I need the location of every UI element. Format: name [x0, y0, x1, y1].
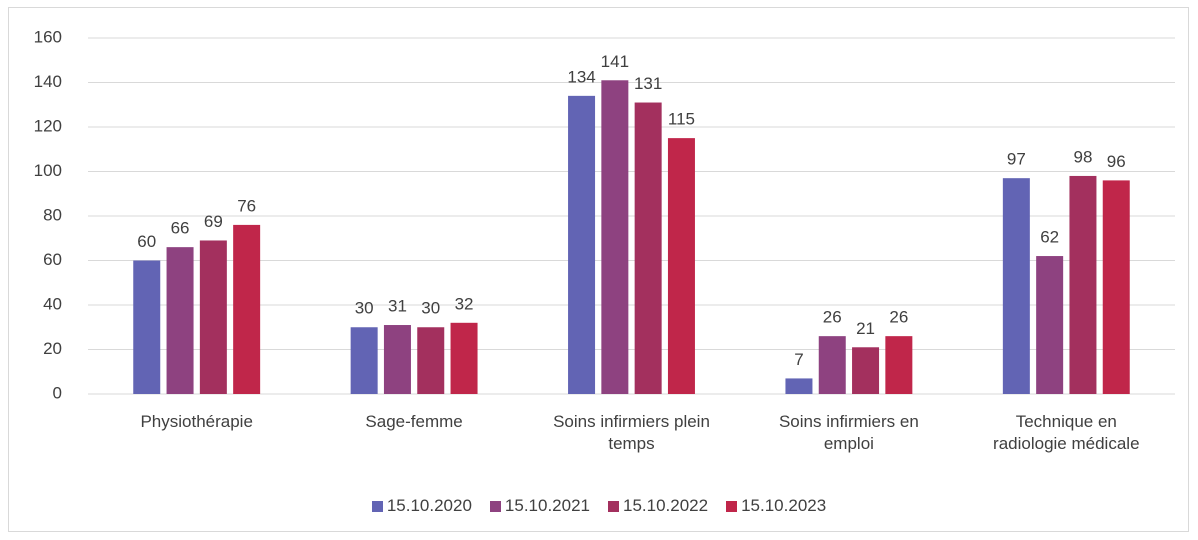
value-label: 98: [1073, 147, 1092, 166]
value-label: 66: [171, 219, 190, 238]
y-tick-label: 120: [34, 116, 62, 135]
legend-label: 15.10.2022: [623, 496, 709, 515]
value-label: 26: [823, 308, 842, 327]
bar: [1069, 175, 1097, 394]
value-label: 131: [634, 74, 662, 93]
value-label: 21: [856, 319, 875, 338]
legend-label: 15.10.2020: [386, 496, 472, 515]
bar: [1036, 256, 1064, 394]
legend-label: 15.10.2023: [741, 496, 827, 515]
bar: [383, 325, 411, 394]
value-label: 76: [237, 196, 256, 215]
value-label: 115: [668, 110, 695, 129]
y-tick-label: 20: [43, 339, 62, 358]
legend-item: 15.10.2022: [608, 496, 708, 516]
legend-swatch: [608, 500, 619, 512]
value-label: 32: [455, 294, 474, 313]
y-tick-label: 0: [53, 383, 62, 402]
bar: [166, 247, 194, 394]
legend-item: 15.10.2020: [371, 496, 472, 516]
bar: [133, 260, 161, 394]
bar: [785, 378, 813, 394]
bar: [885, 336, 913, 394]
value-label: 96: [1107, 152, 1126, 171]
value-label: 141: [601, 52, 629, 71]
bar: [199, 240, 227, 394]
value-label: 69: [204, 212, 223, 231]
value-label: 31: [388, 297, 407, 316]
x-tick-label: Soins infirmiers en emploi: [778, 412, 919, 453]
value-label: 30: [421, 299, 440, 318]
y-tick-label: 80: [43, 205, 62, 224]
legend-swatch: [489, 500, 501, 512]
value-label: 30: [355, 299, 374, 318]
bar: [568, 95, 596, 394]
legend: 15.10.2020 15.10.2021 15.10.2022 15.10.2023: [0, 496, 1198, 516]
legend-item: 15.10.2023: [726, 496, 826, 516]
bar: [350, 327, 378, 394]
value-label: 62: [1040, 228, 1059, 247]
bar: [1102, 180, 1130, 394]
legend-swatch: [726, 500, 738, 512]
value-label: 7: [794, 350, 803, 369]
y-tick-label: 140: [34, 72, 62, 91]
bar: [818, 336, 846, 394]
x-tick-label: Sage-femme: [365, 412, 463, 431]
legend-swatch: [371, 500, 383, 512]
value-label: 134: [567, 67, 595, 86]
value-label: 97: [1007, 150, 1026, 169]
bar: [634, 102, 662, 395]
chart-frame: [8, 7, 1189, 532]
x-tick-label: Technique en radiologie médicale: [993, 412, 1140, 453]
bar: [852, 347, 880, 394]
bar: [601, 80, 629, 395]
legend-item: 15.10.2021: [489, 496, 590, 516]
bar: [417, 327, 445, 394]
bar: [233, 224, 261, 394]
x-tick-label: Physiothérapie: [140, 412, 253, 431]
y-tick-label: 60: [43, 250, 62, 269]
legend-label: 15.10.2021: [504, 496, 590, 515]
bar: [450, 322, 478, 394]
value-label: 60: [137, 232, 156, 251]
bar: [667, 138, 695, 394]
bar: [1002, 178, 1030, 394]
y-tick-label: 160: [34, 27, 62, 46]
value-label: 26: [889, 308, 908, 327]
x-tick-label: Soins infirmiers plein temps: [553, 412, 710, 453]
y-tick-label: 100: [34, 161, 62, 180]
y-tick-label: 40: [43, 294, 62, 313]
